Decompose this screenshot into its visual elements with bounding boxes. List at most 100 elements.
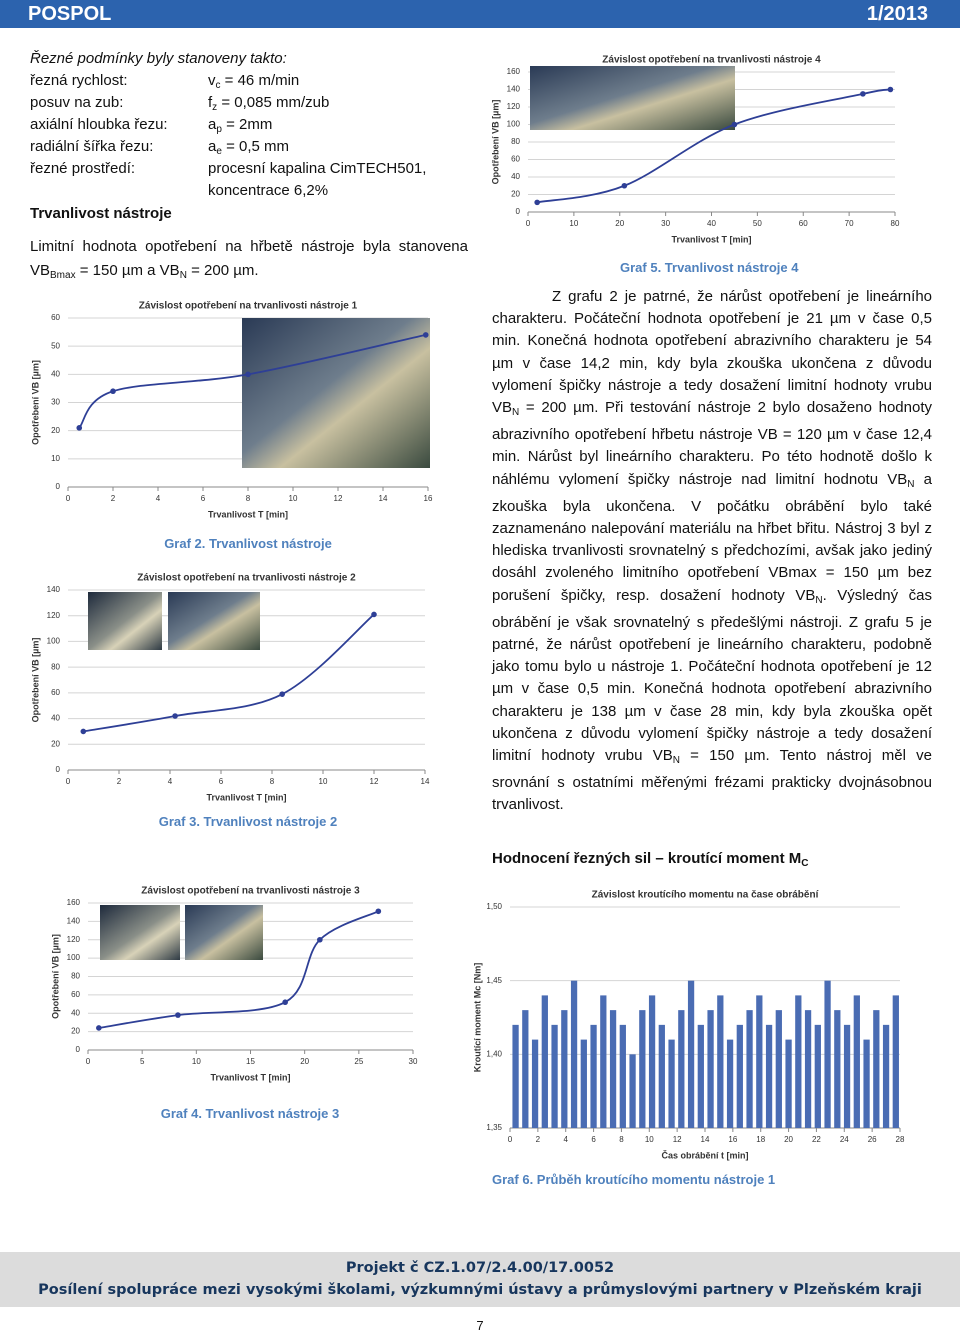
point — [860, 91, 866, 97]
y-tick-label: 100 — [47, 637, 61, 646]
point — [887, 86, 894, 93]
bar — [853, 995, 860, 1128]
subscript: N — [512, 407, 520, 419]
y-axis-label: Opotřebení VB [µm] — [50, 934, 60, 1019]
x-tick-label: 2 — [117, 777, 122, 786]
point — [534, 199, 540, 206]
tool-photo — [88, 592, 162, 650]
y-tick-label: 140 — [67, 916, 81, 925]
footer-band — [0, 1252, 960, 1307]
x-tick-label: 10 — [645, 1135, 654, 1144]
section-title: Trvanlivost nástroje — [30, 205, 172, 222]
point — [621, 182, 628, 189]
x-tick-label: 5 — [140, 1057, 145, 1066]
bar — [834, 1010, 841, 1128]
chart-title: Závislost opotřebení na trvanlivosti nás… — [141, 886, 360, 897]
text-run: . Výsledný čas obrábění je však srovnate… — [492, 586, 932, 765]
header-bar: POSPOL 1/2013 — [0, 0, 960, 28]
text-run: = 200 µm. — [186, 262, 259, 279]
x-tick-label: 4 — [156, 494, 161, 503]
chart-title: Závislost opotřebení na trvanlivosti nás… — [139, 301, 358, 312]
bar — [590, 1024, 597, 1128]
condition-label: radiální šířka řezu: — [30, 138, 154, 155]
point — [80, 728, 87, 735]
issue: 1/2013 — [866, 3, 928, 25]
bar — [541, 995, 548, 1128]
text-run: = 200 µm. Při testování nástroje 2 bylo … — [492, 399, 932, 488]
condition-value: procesní kapalina CimTECH501, — [208, 160, 426, 177]
text-run: a — [208, 116, 217, 133]
x-tick-label: 10 — [289, 494, 298, 503]
page-number: 7 — [476, 1318, 484, 1333]
point — [245, 371, 251, 378]
bar — [843, 1024, 851, 1128]
y-tick-label: 60 — [51, 313, 60, 322]
x-tick-label: 6 — [201, 494, 206, 503]
x-tick-label: 0 — [526, 219, 531, 228]
y-tick-label: 0 — [516, 207, 521, 216]
body-paragraph: Z grafu 2 je patrné, že nárůst opotřeben… — [492, 286, 932, 817]
y-tick-label: 120 — [47, 611, 61, 620]
x-tick-label: 70 — [845, 219, 854, 228]
bar — [717, 995, 724, 1128]
text-run: = 46 m/min — [220, 72, 300, 89]
x-tick-label: 10 — [319, 777, 328, 786]
bar — [561, 1010, 568, 1128]
condition-value: ap = 2mm — [208, 116, 272, 135]
bar — [668, 1039, 675, 1128]
bar — [746, 1010, 753, 1128]
y-tick-label: 140 — [47, 585, 61, 594]
subscript: C — [801, 858, 809, 869]
x-tick-label: 14 — [421, 777, 430, 786]
point — [175, 1012, 181, 1018]
x-tick-label: 14 — [379, 494, 388, 503]
text-run: koncentrace 6,2% — [208, 182, 329, 199]
x-tick-label: 2 — [111, 494, 116, 503]
x-tick-label: 50 — [753, 219, 762, 228]
y-tick-label: 20 — [511, 190, 520, 199]
bar — [678, 1010, 685, 1128]
y-axis-label: Opotřebení VB [µm] — [490, 100, 500, 185]
x-tick-label: 25 — [354, 1057, 363, 1066]
subscript: N — [907, 478, 915, 490]
x-tick-label: 0 — [508, 1135, 513, 1144]
series-line — [78, 334, 426, 429]
y-tick-label: 80 — [51, 662, 60, 671]
subscript: e — [216, 146, 222, 157]
subscript: Bmax — [50, 270, 76, 281]
tool-photo — [168, 592, 260, 650]
bar — [804, 1010, 812, 1128]
y-tick-label: 0 — [76, 1045, 81, 1054]
subscript: N — [672, 755, 680, 767]
x-axis-label: Trvanlivost T [min] — [208, 509, 288, 519]
x-tick-label: 6 — [591, 1135, 596, 1144]
y-tick-label: 20 — [71, 1027, 80, 1036]
text-run: v — [208, 72, 216, 89]
x-tick-label: 16 — [728, 1135, 737, 1144]
bar — [551, 1024, 558, 1128]
y-tick-label: 1,45 — [486, 976, 502, 985]
condition-label: axiální hloubka řezu: — [30, 116, 168, 133]
bar — [648, 995, 656, 1128]
bar — [824, 980, 831, 1128]
bar — [785, 1039, 792, 1128]
bar — [609, 1010, 617, 1128]
bar — [795, 995, 802, 1128]
x-tick-label: 80 — [891, 219, 900, 228]
bar — [814, 1024, 821, 1128]
x-tick-label: 60 — [799, 219, 808, 228]
point — [96, 1025, 102, 1031]
y-tick-label: 60 — [51, 688, 60, 697]
point — [422, 332, 429, 338]
y-tick-label: 0 — [56, 765, 61, 774]
subscript: z — [212, 102, 218, 113]
point — [317, 936, 323, 943]
bar — [756, 995, 763, 1128]
y-tick-label: 80 — [71, 972, 80, 981]
footer-project: Projekt č CZ.1.07/2.4.00/17.0052 — [345, 1260, 615, 1276]
x-tick-label: 16 — [424, 494, 433, 503]
subscript: p — [216, 124, 222, 135]
x-tick-label: 30 — [661, 219, 670, 228]
subsection-heading: Hodnocení řezných sil – kroutící moment … — [492, 850, 808, 869]
